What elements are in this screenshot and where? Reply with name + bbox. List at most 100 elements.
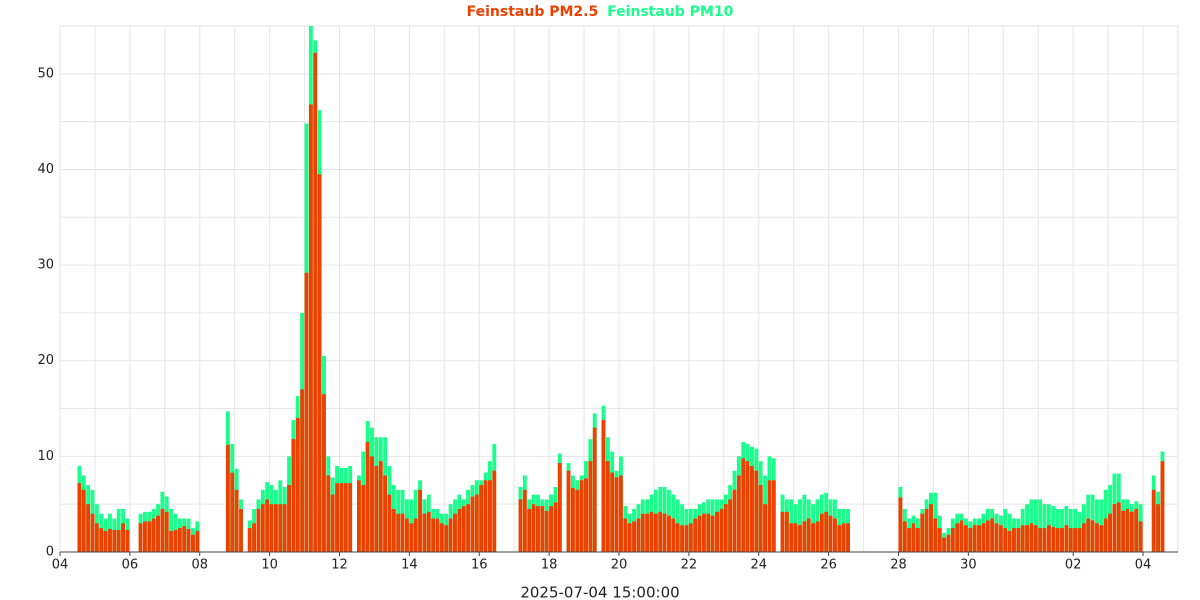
bar <box>466 504 471 552</box>
bar <box>828 515 833 552</box>
bar <box>356 480 361 552</box>
bar <box>1134 508 1139 552</box>
bar <box>959 520 964 552</box>
bar <box>570 487 575 552</box>
bar <box>771 480 776 552</box>
bar <box>732 489 737 552</box>
bar <box>1042 528 1047 552</box>
bar <box>798 525 802 552</box>
bar <box>1012 528 1016 552</box>
bar <box>911 523 916 552</box>
x-tick-label: 06 <box>122 558 139 573</box>
bar <box>247 528 252 552</box>
bar <box>370 456 374 552</box>
bar <box>1038 499 1043 552</box>
bar <box>470 496 475 552</box>
bar <box>784 511 789 552</box>
bar <box>750 465 754 552</box>
bar <box>601 420 606 552</box>
bar <box>566 470 571 552</box>
bar <box>688 523 693 552</box>
bar <box>955 523 960 552</box>
bar <box>431 518 436 552</box>
bar <box>400 513 405 552</box>
bar <box>295 418 300 552</box>
bar <box>802 521 807 552</box>
bar <box>1029 523 1034 552</box>
bar <box>763 504 767 552</box>
bar <box>256 508 261 552</box>
x-tick-label: 04 <box>1135 558 1152 573</box>
bar <box>195 530 200 552</box>
bar <box>186 529 191 552</box>
x-tick-label: 14 <box>401 558 418 573</box>
bar <box>671 518 676 552</box>
bar <box>972 525 977 552</box>
bar <box>1077 528 1082 552</box>
bar <box>579 480 584 552</box>
bar <box>426 511 431 552</box>
bar <box>287 485 291 552</box>
bar <box>946 534 951 552</box>
bar <box>684 525 689 552</box>
bar <box>1090 520 1095 552</box>
bar <box>413 518 418 552</box>
bar <box>1129 511 1134 552</box>
bar <box>112 530 117 552</box>
bar <box>658 511 663 552</box>
bar <box>444 525 449 552</box>
bar <box>902 521 907 552</box>
x-tick-label: 04 <box>52 558 69 573</box>
bar <box>265 499 270 552</box>
bar <box>623 518 628 552</box>
bar <box>592 427 597 552</box>
bar <box>492 470 497 552</box>
bar <box>968 528 973 552</box>
bar <box>964 525 968 552</box>
x-tick-label: 12 <box>331 558 348 573</box>
bar <box>937 528 942 552</box>
bar <box>448 518 453 552</box>
bar <box>758 485 763 552</box>
bar <box>806 518 811 552</box>
bar <box>1073 528 1078 552</box>
x-tick-label: 30 <box>960 558 977 573</box>
bar <box>667 515 671 552</box>
bar <box>1095 523 1099 552</box>
bar <box>304 272 309 552</box>
bar <box>282 504 287 552</box>
bar <box>693 518 698 552</box>
bar <box>103 530 108 552</box>
x-tick-label: 20 <box>611 558 628 573</box>
bar <box>584 478 588 552</box>
legend-entry: Feinstaub PM2.5 <box>467 4 599 20</box>
bar <box>326 475 331 552</box>
legend-entry: Feinstaub PM10 <box>607 4 734 20</box>
bar <box>950 528 955 552</box>
bar <box>474 494 479 552</box>
bar <box>1068 528 1073 552</box>
bar <box>706 513 711 552</box>
bar <box>1033 525 1038 552</box>
bar <box>832 518 837 552</box>
bar <box>260 504 265 552</box>
bar <box>841 523 846 552</box>
bar <box>108 529 112 552</box>
bar <box>619 475 623 552</box>
bar <box>1099 525 1104 552</box>
bar <box>418 489 422 552</box>
bar <box>330 494 335 552</box>
bar <box>147 521 152 552</box>
bar <box>483 480 488 552</box>
bar <box>461 506 466 552</box>
bar <box>649 511 654 552</box>
y-tick-label: 20 <box>37 353 54 368</box>
bar <box>387 494 392 552</box>
bar <box>662 513 667 552</box>
bar <box>1060 528 1064 552</box>
bar <box>439 523 444 552</box>
bar <box>701 513 706 552</box>
bar <box>522 489 527 552</box>
